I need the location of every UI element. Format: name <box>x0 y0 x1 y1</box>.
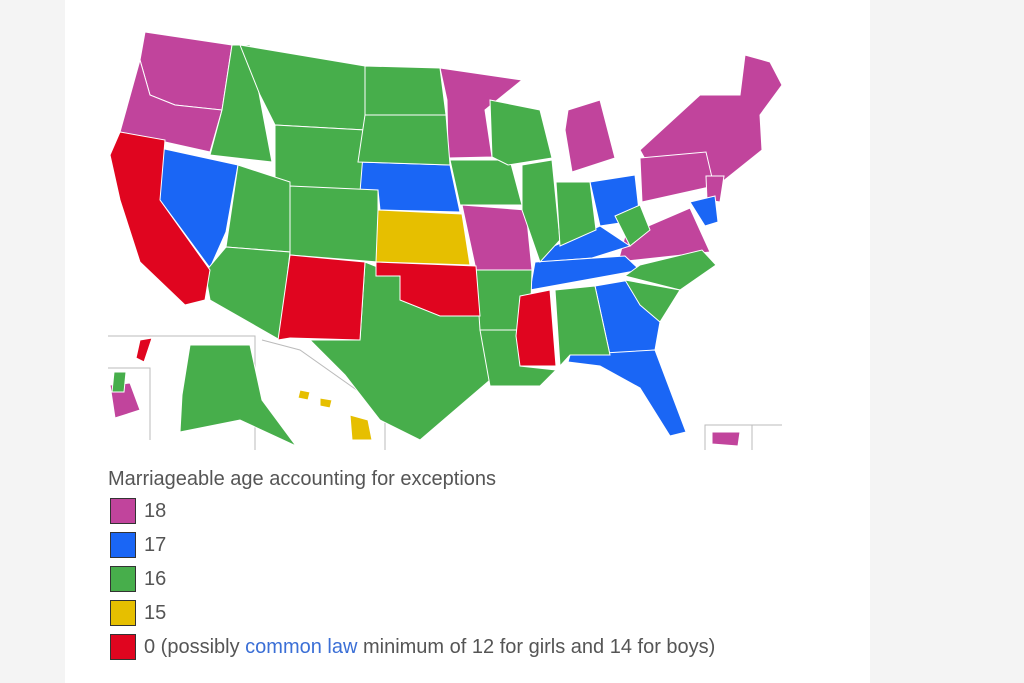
state-region <box>319 397 333 409</box>
state-region <box>711 431 741 447</box>
state-region <box>289 185 379 263</box>
state-region <box>614 204 651 247</box>
state-region <box>617 207 711 263</box>
legend-swatch <box>110 566 136 592</box>
state-region <box>297 389 311 401</box>
legend: Marriageable age accounting for exceptio… <box>108 464 715 664</box>
state-region <box>689 195 719 227</box>
state-region <box>179 344 297 447</box>
states <box>109 31 783 447</box>
legend-items: 18 17 16 15 0 (possibly common law minimum o… <box>108 494 715 664</box>
state-region <box>555 181 597 247</box>
us-map <box>108 31 783 450</box>
legend-swatch <box>110 532 136 558</box>
state-region <box>135 337 153 363</box>
legend-item: 0 (possibly common law minimum of 12 for… <box>108 630 715 664</box>
state-region <box>349 414 373 441</box>
legend-swatch <box>110 634 136 660</box>
state-region <box>209 44 273 163</box>
state-region <box>623 249 717 291</box>
legend-title: Marriageable age accounting for exceptio… <box>108 468 497 490</box>
legend-label: 15 <box>144 601 167 624</box>
state-region <box>705 175 725 203</box>
state-region <box>515 289 557 367</box>
legend-label: 18 <box>144 499 167 522</box>
legend-item: 16 <box>108 562 715 596</box>
state-region <box>567 349 687 437</box>
state-region <box>489 99 553 166</box>
legend-label: 16 <box>144 567 167 590</box>
state-region <box>639 151 715 203</box>
state-region <box>375 209 471 266</box>
pr-frame <box>704 424 782 450</box>
state-region <box>375 261 481 317</box>
legend-label: 17 <box>144 533 167 556</box>
state-region <box>277 254 366 341</box>
state-region <box>564 99 616 173</box>
state-region <box>521 159 561 263</box>
state-region <box>461 204 533 271</box>
state-region <box>554 285 611 368</box>
legend-swatch <box>110 498 136 524</box>
state-region <box>111 371 127 393</box>
legend-item: 18 <box>108 494 715 528</box>
state-region <box>109 131 211 306</box>
state-region <box>624 279 681 323</box>
legend-label: 0 (possibly <box>144 635 246 658</box>
state-region <box>204 246 291 341</box>
legend-item: 15 <box>108 596 715 630</box>
hawaii-frame <box>261 339 386 450</box>
state-region <box>449 159 523 206</box>
legend-link[interactable]: common law <box>245 635 358 658</box>
legend-label: minimum of 12 for girls and 14 for boys) <box>357 635 716 658</box>
legend-item: 17 <box>108 528 715 562</box>
legend-swatch <box>110 600 136 626</box>
state-region <box>357 114 451 166</box>
inset-divider <box>108 367 151 440</box>
state-region <box>364 65 447 116</box>
